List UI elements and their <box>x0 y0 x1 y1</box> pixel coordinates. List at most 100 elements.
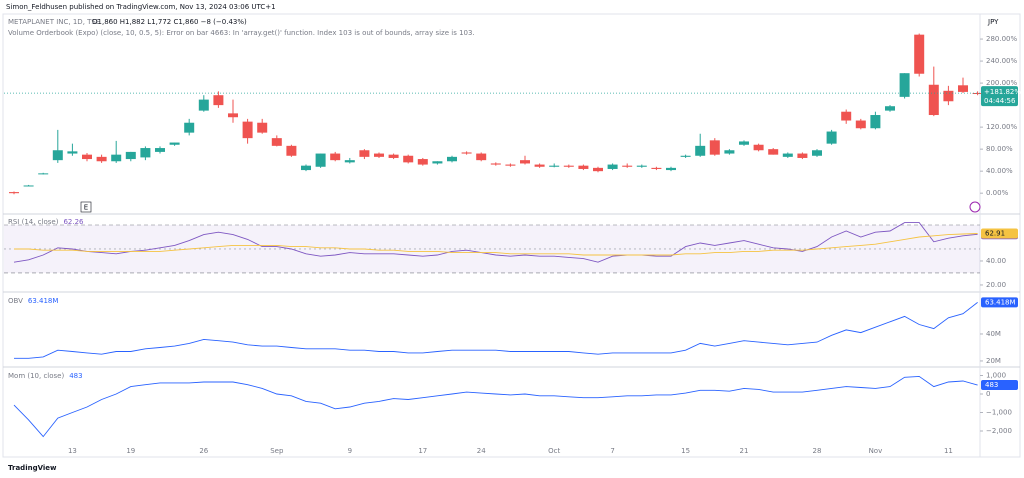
x-tick-label: 13 <box>68 447 77 455</box>
x-tick-label: 11 <box>944 447 953 455</box>
candle-body <box>432 161 443 164</box>
candle-body <box>359 150 370 157</box>
legend-name: RSI (14, close) <box>8 218 59 226</box>
indicator-error: Volume Orderbook (Expo) (close, 10, 0.5,… <box>8 29 475 37</box>
candle-body <box>82 154 92 160</box>
candle-body <box>271 138 282 146</box>
ohlc: O1,860 H1,882 L1,772 C1,860 −8 (−0.43%) <box>92 18 247 26</box>
candle-body <box>388 154 399 158</box>
last-value-box <box>981 228 1018 239</box>
candle-body <box>534 164 545 167</box>
publisher: Simon_Feldhusen published on TradingView… <box>6 3 276 11</box>
candle-body <box>213 95 224 106</box>
candle-body <box>9 192 19 194</box>
y-tick-label: 280.00% <box>986 35 1017 43</box>
y-tick-label: 40M <box>986 330 1001 338</box>
legend-name: Mom (10, close) <box>8 372 64 380</box>
candle-body <box>461 152 472 154</box>
earnings-marker[interactable]: E <box>84 204 88 212</box>
replay-icon[interactable] <box>969 201 981 213</box>
legend-name: OBV <box>8 297 23 305</box>
brand: TradingView <box>8 464 57 472</box>
candle-body <box>928 84 939 116</box>
x-tick-label: 19 <box>126 447 135 455</box>
candle-body <box>958 85 968 92</box>
candle-body <box>140 148 151 158</box>
legend-value: 62.26 <box>63 218 84 226</box>
candle-body <box>301 165 311 171</box>
candle-body <box>344 160 355 163</box>
candle-body <box>680 155 691 157</box>
candle-body <box>855 120 866 129</box>
candle-body <box>972 93 983 95</box>
x-tick-label: Nov <box>869 447 883 455</box>
candle-body <box>578 165 589 169</box>
y-tick-label: 1,000 <box>986 371 1006 379</box>
candle-body <box>417 159 428 165</box>
x-tick-label: 21 <box>740 447 749 455</box>
candle-body <box>67 151 78 154</box>
candle-body <box>155 148 165 152</box>
x-tick-label: 26 <box>199 447 208 455</box>
candle-body <box>315 153 326 167</box>
candle-body <box>198 99 209 111</box>
indicator-line <box>14 302 978 359</box>
x-tick-label: Sep <box>270 447 284 455</box>
candle-body <box>96 156 107 162</box>
candle-body <box>870 115 881 129</box>
x-tick-label: Oct <box>548 447 560 455</box>
frame <box>2 13 1021 458</box>
y-tick-label: 20M <box>986 357 1001 365</box>
candle-body <box>943 90 954 102</box>
candle-body <box>636 165 647 167</box>
candle-body <box>739 141 749 145</box>
candle-body <box>651 167 662 169</box>
candle-body <box>257 122 268 133</box>
x-tick-label: 17 <box>418 447 427 455</box>
candle-body <box>38 173 49 175</box>
y-tick-label: 0.00% <box>986 189 1009 197</box>
candle-body <box>812 150 822 156</box>
x-tick-label: 24 <box>477 447 486 455</box>
x-tick-label: 15 <box>681 447 690 455</box>
candle-body <box>330 153 341 161</box>
candle-body <box>753 144 764 151</box>
y-tick-label: −1,000 <box>986 409 1012 417</box>
earnings-badge[interactable] <box>80 201 92 213</box>
candle-body <box>184 122 195 133</box>
candle-body <box>447 156 457 162</box>
y-tick-label: 200.00% <box>986 79 1017 87</box>
candle-body <box>841 111 852 121</box>
y-tick-label: 40.00% <box>986 167 1013 175</box>
y-tick-label: 120.00% <box>986 123 1017 131</box>
candle-body <box>242 121 253 139</box>
candle-body <box>885 106 895 111</box>
candle-body <box>549 165 560 167</box>
last-price-label: +181.82% <box>984 88 1021 96</box>
last-value-box <box>981 380 1018 391</box>
candle-body <box>709 140 720 155</box>
indicator-line <box>13 222 978 263</box>
candle-body <box>505 164 516 166</box>
y-tick-label: 0 <box>986 390 990 398</box>
legend-value: 483 <box>69 372 82 380</box>
y-tick-label: 240.00% <box>986 57 1017 65</box>
last-value-label: 483 <box>985 381 998 389</box>
candle-body <box>125 151 136 160</box>
candle-body <box>563 165 574 167</box>
candle-body <box>914 34 925 74</box>
candle-body <box>593 167 603 172</box>
candle-body <box>23 185 34 187</box>
candle-body <box>768 149 779 155</box>
candle-body <box>666 167 676 171</box>
indicator-line <box>13 375 978 438</box>
last-price-box <box>981 86 1018 107</box>
candle-body <box>403 155 414 163</box>
y-tick-label: 40.00 <box>986 257 1006 265</box>
candle-body <box>520 160 530 164</box>
last-value-label: 62.91 <box>985 229 1005 237</box>
y-tick-label: 20.00 <box>986 281 1006 289</box>
candle-body <box>695 145 706 156</box>
x-tick-label: 28 <box>813 447 822 455</box>
